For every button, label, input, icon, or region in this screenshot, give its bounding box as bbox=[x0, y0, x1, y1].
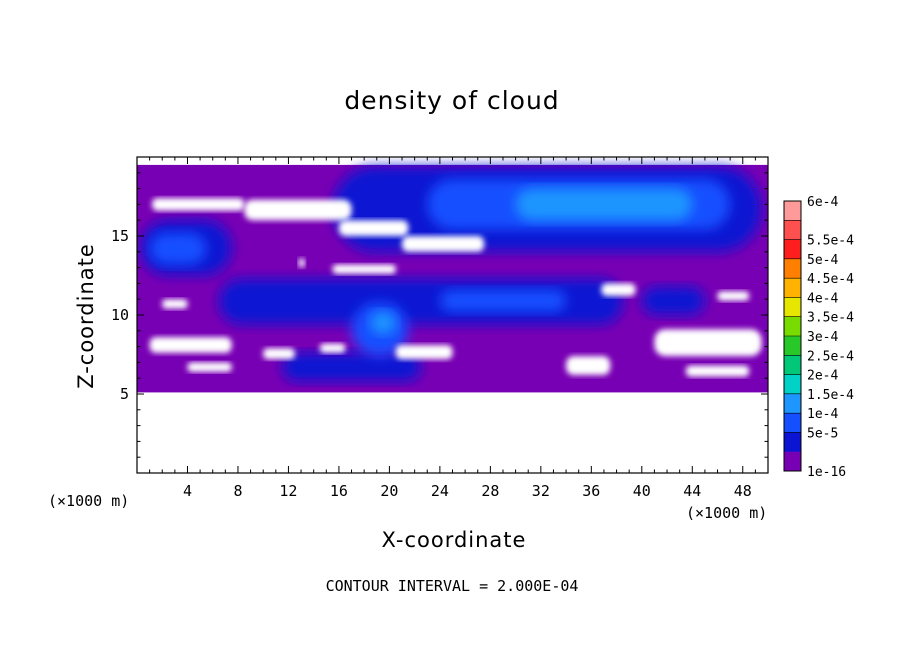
x-axis-label: X-coordinate bbox=[381, 528, 527, 552]
y-tick-label: 15 bbox=[111, 227, 129, 245]
colorbar-label: 1e-4 bbox=[807, 407, 838, 422]
colorbar-label: 5e-5 bbox=[807, 426, 838, 441]
cloud-layer-5 bbox=[282, 352, 421, 382]
clear-patch-11 bbox=[319, 343, 346, 353]
x-tick-label: 16 bbox=[330, 482, 348, 500]
colorbar-swatch bbox=[784, 374, 801, 395]
colorbar-label: 1e-16 bbox=[807, 465, 846, 480]
clear-patch-3 bbox=[338, 220, 409, 236]
cloud-layer-8 bbox=[439, 289, 567, 312]
cloud-layer-9 bbox=[149, 232, 207, 265]
clear-patch-8 bbox=[149, 337, 232, 353]
x-tick-label: 28 bbox=[481, 482, 499, 500]
clear-patch-16 bbox=[654, 329, 762, 357]
colorbar-swatch bbox=[784, 278, 801, 298]
colorbar-label: 5e-4 bbox=[807, 253, 838, 268]
colorbar-swatch bbox=[784, 451, 801, 472]
y-axis: 5 10 15 bbox=[111, 172, 768, 458]
cloud-layer-10 bbox=[515, 188, 693, 221]
colorbar-swatch bbox=[784, 220, 801, 241]
colorbar-swatch bbox=[784, 201, 801, 221]
colorbar-swatch bbox=[784, 393, 801, 414]
colorbar-swatch bbox=[784, 336, 801, 356]
colorbar-label: 2.5e-4 bbox=[807, 349, 854, 364]
colorbar-label: 2e-4 bbox=[807, 369, 838, 384]
colorbar-label: 3e-4 bbox=[807, 330, 838, 345]
clear-patch-10 bbox=[263, 348, 295, 360]
x-tick-label: 48 bbox=[734, 482, 752, 500]
colorbar-swatch bbox=[784, 258, 801, 279]
x-tick-label: 36 bbox=[582, 482, 600, 500]
colorbar: 6e-4 5.5e-4 5e-4 4.5e-4 4e-4 3.5e-4 3e-4 2.5e-4… bbox=[783, 195, 854, 480]
colorbar-swatch bbox=[784, 316, 801, 337]
x-tick-label: 4 bbox=[183, 482, 192, 500]
clear-patch-4 bbox=[402, 236, 485, 252]
colorbar-swatch bbox=[784, 432, 801, 453]
colorbar-swatch bbox=[784, 297, 801, 318]
y-axis-unit: (×1000 m) bbox=[48, 492, 130, 510]
x-tick-label: 12 bbox=[279, 482, 297, 500]
plot-field bbox=[137, 164, 768, 393]
x-axis-unit: (×1000 m) bbox=[686, 504, 768, 522]
x-tick-label: 20 bbox=[380, 482, 398, 500]
y-tick-label: 10 bbox=[111, 306, 129, 324]
colorbar-swatch bbox=[784, 355, 801, 376]
cloud-layer-11 bbox=[370, 311, 396, 334]
clear-patch-14 bbox=[601, 283, 636, 297]
colorbar-label: 3.5e-4 bbox=[807, 311, 854, 326]
colorbar-swatch bbox=[784, 413, 801, 433]
colorbar-swatch bbox=[784, 239, 801, 260]
colorbar-label: 4e-4 bbox=[807, 291, 838, 306]
clear-patch-6 bbox=[298, 258, 305, 268]
colorbar-label: 4.5e-4 bbox=[807, 272, 854, 287]
contour-interval-note: CONTOUR INTERVAL = 2.000E-04 bbox=[325, 577, 579, 595]
clear-patch-15 bbox=[717, 291, 750, 301]
clear-patch-5 bbox=[332, 264, 396, 274]
clear-patch-2 bbox=[244, 199, 352, 221]
x-tick-label: 44 bbox=[683, 482, 701, 500]
clear-patch-1 bbox=[152, 198, 245, 211]
x-tick-label: 32 bbox=[532, 482, 550, 500]
clear-patch-13 bbox=[566, 356, 611, 376]
colorbar-label: 1.5e-4 bbox=[807, 388, 854, 403]
y-axis-label: Z-coordinate bbox=[74, 243, 98, 389]
colorbar-label: 5.5e-4 bbox=[807, 234, 854, 249]
x-axis: 4 8 12 16 20 24 28 32 36 40 44 48 bbox=[149, 157, 756, 500]
clear-patch-12 bbox=[395, 345, 453, 360]
clear-patch-7 bbox=[162, 299, 188, 309]
cloud-layer-4 bbox=[641, 286, 705, 315]
y-tick-label: 5 bbox=[120, 385, 129, 403]
clear-patch-9 bbox=[187, 362, 232, 372]
x-tick-label: 24 bbox=[431, 482, 449, 500]
clear-patch-17 bbox=[685, 365, 750, 377]
x-tick-label: 40 bbox=[633, 482, 651, 500]
colorbar-label: 6e-4 bbox=[807, 195, 838, 210]
chart-title: density of cloud bbox=[344, 86, 560, 115]
x-tick-label: 8 bbox=[233, 482, 242, 500]
